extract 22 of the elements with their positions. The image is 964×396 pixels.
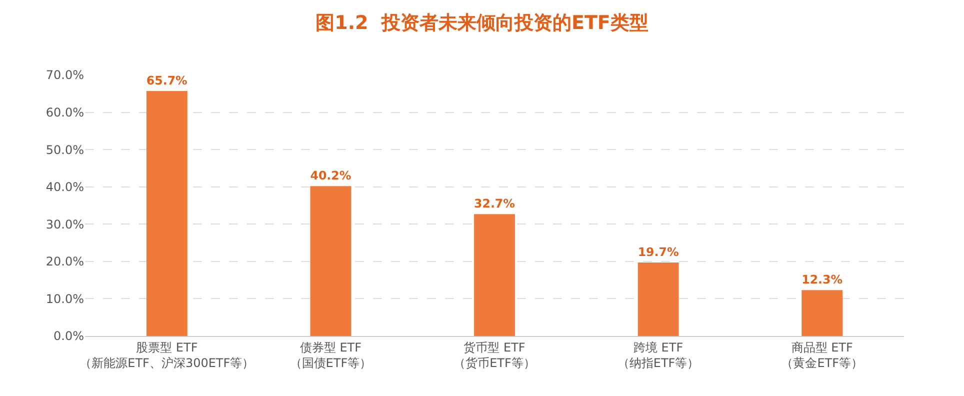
y-tick-label: 50.0% (46, 142, 84, 157)
y-tick-label: 10.0% (46, 292, 84, 306)
chart-title: 图1.2 投资者未来倾向投资的ETF类型 (316, 12, 648, 34)
x-tick-label: 跨境 ETF （纳指ETF等） (617, 340, 700, 370)
data-label: 12.3% (802, 272, 843, 287)
x-tick-label: 货币型 ETF （货币ETF等） (454, 340, 536, 370)
bar (638, 262, 679, 336)
data-label: 65.7% (146, 74, 188, 88)
y-tick-label: 70.0% (46, 68, 84, 82)
bar (146, 91, 188, 336)
data-label: 40.2% (310, 168, 352, 183)
y-tick-label: 60.0% (46, 105, 84, 120)
x-tick-label: 商品型 ETF （黄金ETF等） (781, 340, 864, 370)
y-tick-label: 20.0% (46, 254, 84, 269)
y-tick-label: 30.0% (46, 217, 84, 232)
x-tick-label: 债券型 ETF （国债ETF等） (290, 340, 372, 370)
data-label: 19.7% (638, 245, 679, 260)
data-label: 32.7% (474, 196, 516, 211)
bar (310, 186, 352, 336)
bar (474, 214, 515, 336)
y-tick-label: 40.0% (46, 180, 84, 194)
bar (802, 290, 843, 336)
